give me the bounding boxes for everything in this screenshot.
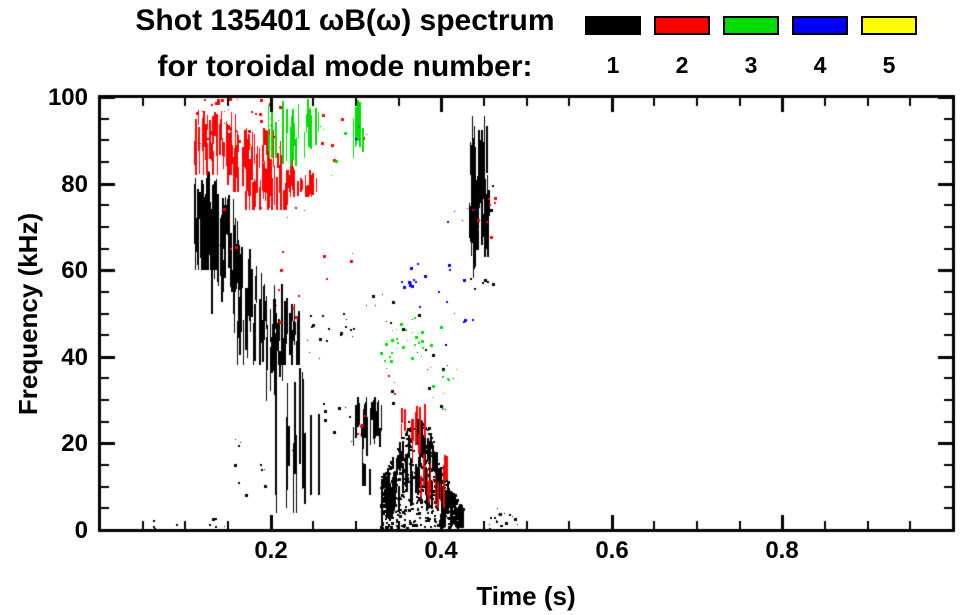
chart-subtitle: for toroidal mode number: <box>157 50 533 83</box>
legend-label-mode-5: 5 <box>882 52 896 78</box>
legend-label-mode-2: 2 <box>675 52 689 78</box>
chart-title: Shot 135401 ωB(ω) spectrum <box>135 4 555 37</box>
legend-swatch-mode-3 <box>723 16 779 35</box>
legend-swatch-mode-5 <box>861 16 917 35</box>
legend-label-mode-3: 3 <box>744 52 758 78</box>
legend-swatch-mode-1 <box>585 16 641 35</box>
legend-label-mode-1: 1 <box>606 52 620 78</box>
legend-swatch-mode-4 <box>792 16 848 35</box>
legend-swatches <box>585 16 917 35</box>
y-axis-title: Frequency (kHz) <box>13 212 43 416</box>
legend-label-mode-4: 4 <box>813 52 827 78</box>
legend-labels: 1 2 3 4 5 <box>585 52 917 79</box>
x-axis-title: Time (s) <box>476 581 576 611</box>
legend-swatch-mode-2 <box>654 16 710 35</box>
